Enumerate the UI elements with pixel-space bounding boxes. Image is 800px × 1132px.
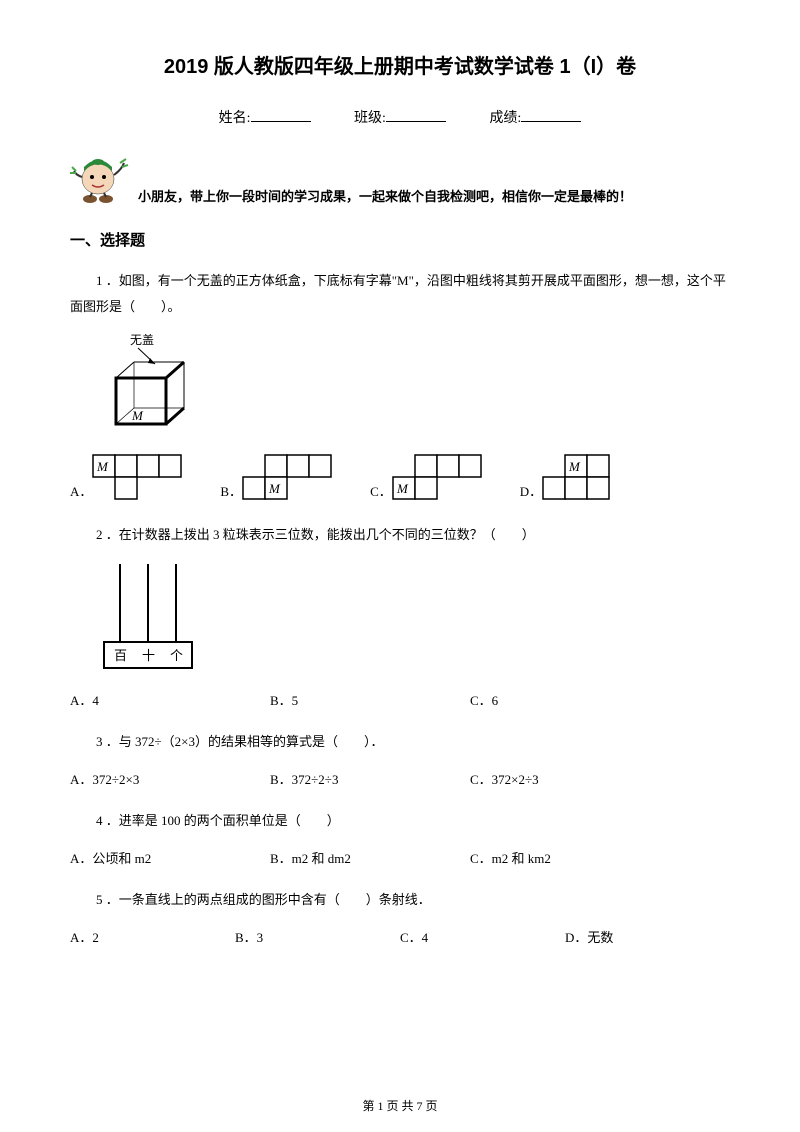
student-info: 姓名: 班级: 成绩: [70,107,730,127]
q1-opt-c-label: C． [370,481,392,500]
q1-opt-a-figure: M [92,454,184,500]
svg-text:个: 个 [170,648,183,663]
score-label: 成绩: [489,111,521,126]
svg-text:M: M [268,481,281,496]
q3-options: A．372÷2×3 B．372÷2÷3 C．372×2÷3 [70,769,730,788]
q3-text: 3 ．与 372÷（2×3）的结果相等的算式是（ ）． [70,729,730,755]
page-footer: 第 1 页 共 7 页 [0,1097,800,1114]
mascot-row: 小朋友，带上你一段时间的学习成果，一起来做个自我检测吧，相信你一定是最棒的！ [70,149,730,209]
mascot-icon [70,149,130,209]
q4-opt-c: C．m2 和 km2 [470,848,670,867]
q1-cube-figure: 无盖 M [100,334,730,434]
q5-opt-d: D．无数 [565,927,730,946]
encourage-text: 小朋友，带上你一段时间的学习成果，一起来做个自我检测吧，相信你一定是最棒的！ [138,186,632,209]
svg-text:百: 百 [114,648,127,663]
svg-text:M: M [96,459,109,474]
class-label: 班级: [354,111,386,126]
q5-opt-b: B．3 [235,927,400,946]
page-title: 2019 版人教版四年级上册期中考试数学试卷 1（I）卷 [70,50,730,79]
q1-opt-d-figure: M [542,454,612,500]
q3-opt-b: B．372÷2÷3 [270,769,470,788]
svg-text:无盖: 无盖 [130,334,154,347]
q2-opt-b: B．5 [270,690,470,709]
q5-text: 5 ．一条直线上的两点组成的图形中含有（ ）条射线． [70,887,730,913]
q4-options: A．公顷和 m2 B．m2 和 dm2 C．m2 和 km2 [70,848,730,867]
svg-text:M: M [131,408,144,423]
class-blank [386,108,446,122]
svg-text:十: 十 [142,648,155,663]
q2-opt-c: C．6 [470,690,670,709]
q1-opt-c-figure: M [392,454,484,500]
q1-text: 1 ．如图，有一个无盖的正方体纸盒，下底标有字幕"M"，沿图中粗线将其剪开展成平… [70,268,730,320]
q3-opt-a: A．372÷2×3 [70,769,270,788]
score-blank [521,108,581,122]
q4-text: 4 ．进率是 100 的两个面积单位是（ ） [70,808,730,834]
q4-opt-a: A．公顷和 m2 [70,848,270,867]
q1-opt-d-label: D． [520,481,542,500]
name-blank [251,108,311,122]
q1-options: A． M B． M C． [70,454,730,500]
q3-opt-c: C．372×2÷3 [470,769,670,788]
q5-options: A．2 B．3 C．4 D．无数 [70,927,730,946]
svg-text:M: M [568,459,581,474]
q2-abacus-figure: 百 十 个 [100,562,730,672]
q5-opt-c: C．4 [400,927,565,946]
section-1-heading: 一、选择题 [70,229,730,250]
q1-opt-a-label: A． [70,481,92,500]
q2-opt-a: A．4 [70,690,270,709]
name-label: 姓名: [219,111,251,126]
q1-opt-b-figure: M [242,454,334,500]
q2-options: A．4 B．5 C．6 [70,690,730,709]
q5-opt-a: A．2 [70,927,235,946]
svg-text:M: M [396,481,409,496]
q4-opt-b: B．m2 和 dm2 [270,848,470,867]
q2-text: 2 ．在计数器上拨出 3 粒珠表示三位数，能拨出几个不同的三位数？（ ） [70,522,730,548]
q1-opt-b-label: B． [220,481,242,500]
